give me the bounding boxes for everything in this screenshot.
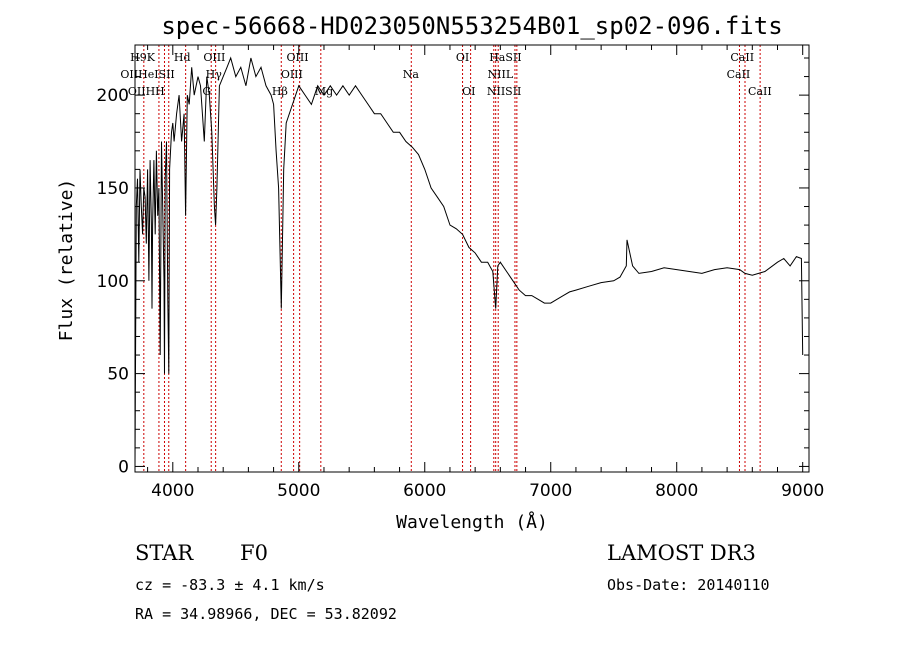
- y-axis-label: Flux (relative): [56, 179, 77, 342]
- emission-line-label: Hγ: [206, 68, 223, 81]
- object-type: STAR: [135, 541, 194, 565]
- x-axis-ticks: 4000 5000 6000 7000 8000 9000: [147, 45, 824, 501]
- emission-line-label: H9K: [130, 51, 156, 64]
- emission-line-label: CaII: [748, 85, 772, 98]
- emission-line-label: OIIHeISII: [120, 68, 174, 81]
- x-tick-label: 5000: [277, 481, 320, 501]
- y-tick-label: 0: [118, 457, 129, 477]
- x-tick-label: 4000: [151, 481, 194, 501]
- emission-line-label: CaII: [730, 51, 754, 64]
- emission-line-label: OIII: [286, 51, 308, 64]
- emission-line-label: OIII: [203, 51, 225, 64]
- y-tick-label: 100: [97, 272, 129, 292]
- y-tick-label: 50: [107, 365, 129, 385]
- y-tick-label: 200: [97, 86, 129, 106]
- x-tick-label: 6000: [403, 481, 446, 501]
- emission-line-label: Hβ: [272, 85, 288, 98]
- emission-line-label: Hd: [174, 51, 191, 64]
- emission-line-label: Na: [403, 68, 420, 81]
- emission-line-label: HaSII: [489, 51, 521, 64]
- emission-line-markers: [143, 45, 761, 472]
- emission-line-label: NIIL: [488, 68, 514, 81]
- x-tick-label: 9000: [781, 481, 824, 501]
- chart-title: spec-56668-HD023050N553254B01_sp02-096.f…: [161, 12, 782, 40]
- y-axis-ticks: 0 50 100 150 200: [97, 57, 809, 477]
- x-axis-label: Wavelength (Å): [396, 511, 548, 533]
- x-tick-label: 7000: [529, 481, 572, 501]
- plot-frame: [134, 44, 810, 473]
- spectrum-line: [134, 56, 804, 467]
- emission-line-label: NIISII: [487, 85, 522, 98]
- x-tick-label: 8000: [655, 481, 698, 501]
- coordinates: RA = 34.98966, DEC = 53.82092: [135, 605, 397, 623]
- y-tick-label: 150: [97, 179, 129, 199]
- emission-line-label: OIII: [281, 68, 303, 81]
- emission-line-labels: H9K Hd OIII OIII OI HaSII CaII OIIHeISII Hγ OIII N…: [120, 51, 771, 98]
- object-subclass: F0: [240, 541, 268, 565]
- observation-date: Obs-Date: 20140110: [607, 576, 770, 594]
- emission-line-label: CaII: [727, 68, 751, 81]
- emission-line-label: OI: [462, 85, 475, 98]
- survey-name: LAMOST DR3: [607, 541, 756, 565]
- emission-line-label: G: [202, 85, 211, 98]
- emission-line-label: OI: [456, 51, 469, 64]
- emission-line-label: OIIHH: [128, 85, 165, 98]
- redshift-cz: cz = -83.3 ± 4.1 km/s: [135, 576, 325, 594]
